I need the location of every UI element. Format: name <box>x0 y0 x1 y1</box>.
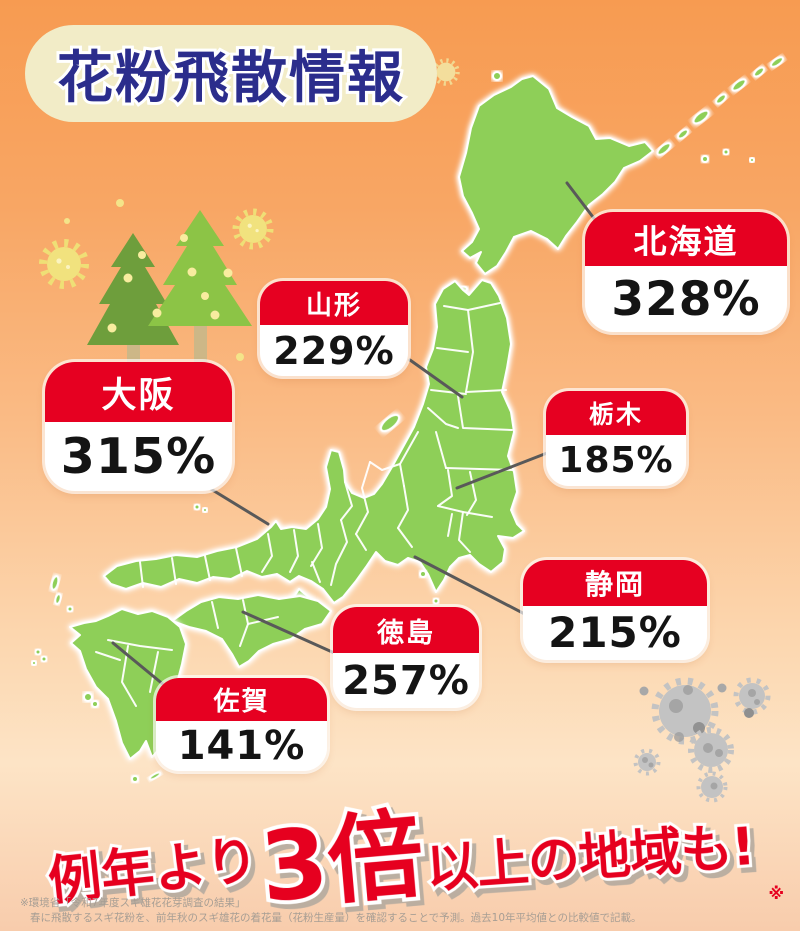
region-value: 185% <box>558 439 674 481</box>
region-value: 215% <box>548 608 682 657</box>
gray-pollen-cluster-icon <box>633 677 771 803</box>
region-value: 141% <box>177 723 306 769</box>
kuril-islands <box>656 56 784 163</box>
footnote-line1: ※環境省「令和7年度スギ雄花花芽調査の結果」 <box>20 897 246 909</box>
slogan-suffix: 以上の地域も! <box>421 814 759 903</box>
page-title: 花粉飛散情報 <box>54 43 406 114</box>
region-name: 北海道 <box>585 212 787 266</box>
region-value: 229% <box>273 328 395 373</box>
pollen-particles-icon <box>39 58 605 473</box>
region-label-hokkaido: 北海道 328% <box>585 212 787 332</box>
title-banner: 花粉飛散情報 <box>25 25 437 122</box>
slogan: 例年より 3倍 以上の地域も! <box>0 756 800 928</box>
region-name: 佐賀 <box>156 678 327 721</box>
region-name: 山形 <box>260 281 408 325</box>
footnote-reference-mark: ※ <box>768 884 784 903</box>
region-name: 大阪 <box>45 362 232 422</box>
region-label-osaka: 大阪 315% <box>45 362 232 491</box>
footnote: ※環境省「令和7年度スギ雄花花芽調査の結果」 春に飛散するスギ花粉を、前年秋のス… <box>20 896 641 926</box>
region-name: 静岡 <box>523 560 707 606</box>
region-label-tochigi: 栃木 185% <box>546 391 686 486</box>
region-label-saga: 佐賀 141% <box>156 678 327 771</box>
region-value: 328% <box>611 271 761 327</box>
region-name: 栃木 <box>546 391 686 435</box>
region-label-yamagata: 山形 229% <box>260 281 408 376</box>
cedar-trees-illustration <box>87 210 252 370</box>
region-value: 257% <box>342 657 470 704</box>
footnote-line2: 春に飛散するスギ花粉を、前年秋のスギ雄花の着花量（花粉生産量）を確認することで予… <box>30 912 642 924</box>
region-name: 徳島 <box>333 607 479 653</box>
region-value: 315% <box>60 428 217 485</box>
region-label-shizuoka: 静岡 215% <box>523 560 707 660</box>
region-label-tokushima: 徳島 257% <box>333 607 479 708</box>
prefecture-borders <box>95 302 514 707</box>
